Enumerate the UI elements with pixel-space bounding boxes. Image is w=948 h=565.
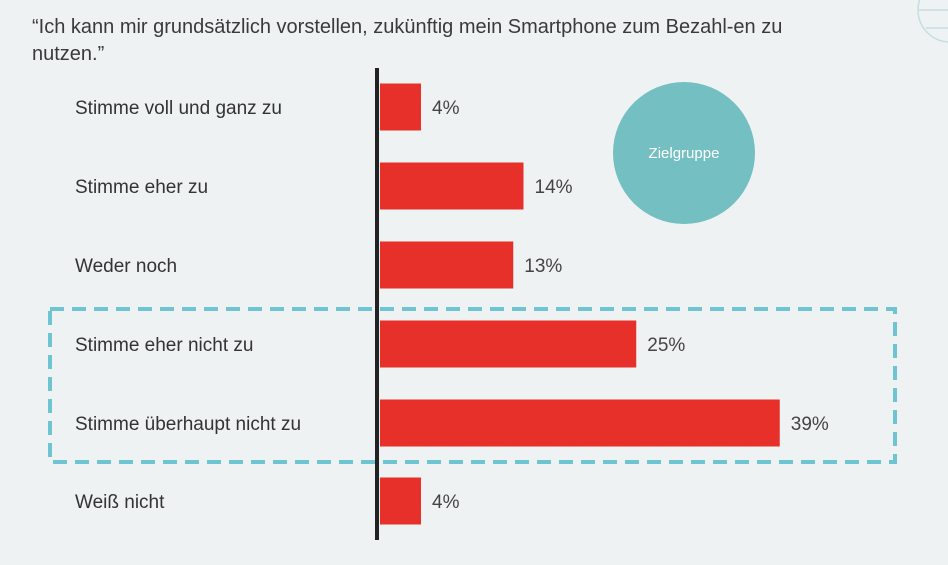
data-label: 14% (535, 177, 573, 198)
category-label: Stimme überhaupt nicht zu (75, 414, 301, 435)
badge-circle (613, 82, 755, 224)
category-label: Weder noch (75, 256, 177, 277)
bar (380, 162, 524, 210)
data-label: 25% (647, 335, 685, 356)
bar (380, 83, 421, 131)
data-label: 39% (791, 414, 829, 435)
category-label: Stimme eher zu (75, 177, 208, 198)
chart-title: “Ich kann mir grundsätzlich vorstellen, … (32, 16, 783, 65)
data-label: 4% (432, 98, 460, 119)
data-label: 13% (524, 256, 562, 277)
data-label: 4% (432, 492, 460, 513)
globe-icon (917, 0, 948, 43)
bar (380, 477, 421, 525)
bar (380, 241, 514, 289)
badge-label: Zielgruppe (649, 145, 720, 162)
bar (380, 399, 780, 447)
highlight-box (48, 307, 897, 464)
category-label: Stimme voll und ganz zu (75, 98, 282, 119)
bar (380, 320, 637, 368)
category-label: Weiß nicht (75, 492, 165, 513)
category-label: Stimme eher nicht zu (75, 335, 253, 356)
